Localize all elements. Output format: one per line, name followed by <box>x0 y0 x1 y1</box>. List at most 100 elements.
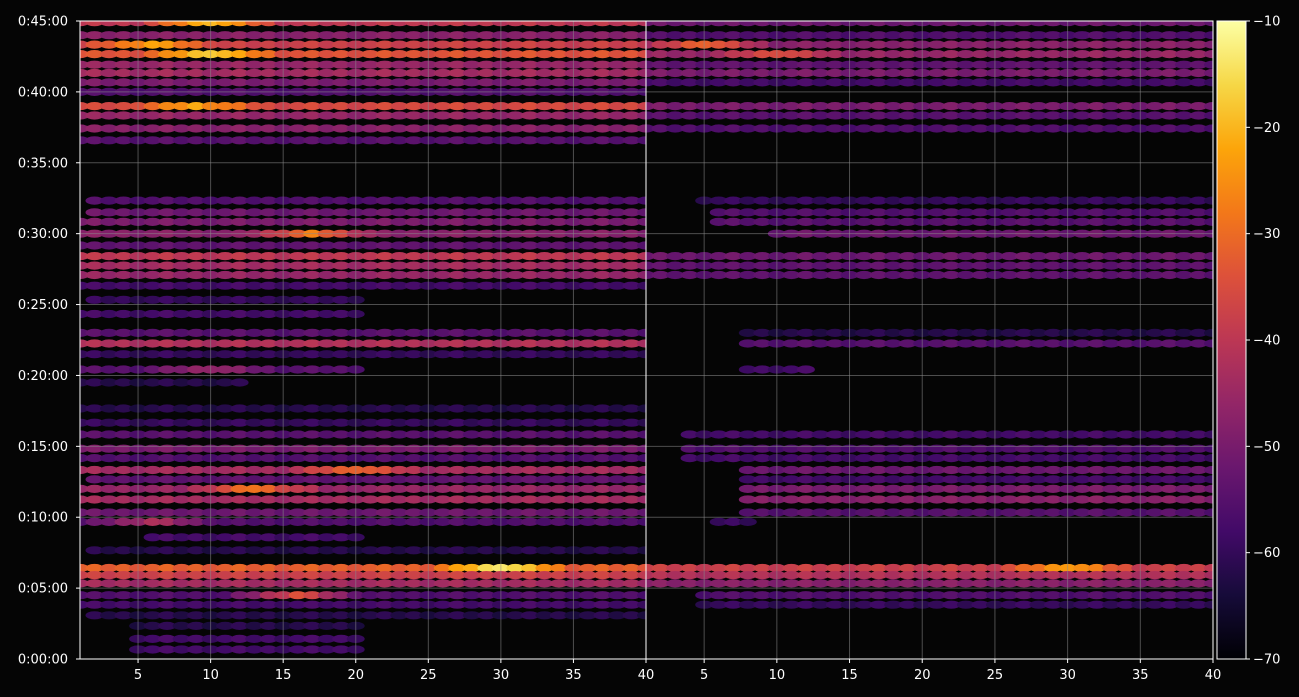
heatmap-cell <box>796 60 815 69</box>
heatmap-cell <box>158 430 177 439</box>
heatmap-cell <box>303 465 322 475</box>
heatmap-cell <box>637 495 646 504</box>
heatmap-cell <box>1116 475 1135 484</box>
heatmap-cell <box>216 21 235 27</box>
heatmap-cell <box>477 252 496 261</box>
heatmap-cell <box>259 124 278 133</box>
heatmap-cell <box>855 40 874 49</box>
heatmap-cell <box>622 328 641 337</box>
heatmap-cell <box>317 31 336 40</box>
heatmap-cell <box>826 484 844 493</box>
heatmap-cell <box>143 102 162 111</box>
heatmap-cell <box>578 78 597 87</box>
heatmap-cell <box>637 60 646 69</box>
heatmap-cell <box>332 196 351 205</box>
heatmap-cell <box>230 309 249 319</box>
heatmap-cell <box>1000 196 1019 205</box>
heatmap-cell <box>971 579 990 588</box>
heatmap-cell <box>1145 111 1164 120</box>
heatmap-cell <box>796 454 815 463</box>
heatmap-cell <box>390 418 409 427</box>
heatmap-cell <box>390 404 409 413</box>
heatmap-cell <box>855 111 874 120</box>
heatmap-cell <box>622 102 641 111</box>
heatmap-cell <box>216 404 235 413</box>
heatmap-cell <box>1160 217 1179 226</box>
heatmap-cell <box>622 475 641 484</box>
colorbar-tick-label: −30 <box>1253 227 1280 242</box>
heatmap-cell <box>303 611 322 620</box>
heatmap-cell <box>942 328 961 337</box>
heatmap-cell <box>462 508 481 517</box>
heatmap-cell <box>608 579 626 588</box>
heatmap-cell <box>216 571 235 580</box>
heatmap-cell <box>245 365 264 374</box>
heatmap-cell <box>869 217 888 226</box>
heatmap-cell <box>375 546 394 555</box>
heatmap-cell <box>158 270 177 280</box>
heatmap-cell <box>100 60 118 69</box>
heatmap-cell <box>361 339 380 348</box>
heatmap-cell <box>477 404 496 413</box>
heatmap-cell <box>259 328 278 337</box>
heatmap-cell <box>608 124 626 133</box>
heatmap-cell <box>245 339 264 348</box>
heatmap-cell <box>216 196 235 205</box>
heatmap-cell <box>288 136 307 145</box>
heatmap-cell <box>143 591 162 600</box>
heatmap-cell <box>1204 124 1213 133</box>
heatmap-cell <box>100 102 118 111</box>
heatmap-cell <box>361 241 380 250</box>
heatmap-cell <box>288 208 307 217</box>
heatmap-cell <box>332 111 351 120</box>
heatmap-cell <box>956 78 975 87</box>
heatmap-cell <box>462 252 481 261</box>
heatmap-cell <box>1174 124 1193 133</box>
heatmap-cell <box>1189 21 1208 27</box>
heatmap-cell <box>884 50 903 59</box>
heatmap-cell <box>1087 21 1106 27</box>
heatmap-cell <box>1116 430 1135 439</box>
heatmap-cell <box>593 418 612 427</box>
heatmap-cell <box>361 261 380 270</box>
heatmap-cell <box>1160 31 1179 40</box>
heatmap-cell <box>622 454 641 463</box>
heatmap-cell <box>259 270 278 280</box>
heatmap-cell <box>85 579 104 588</box>
heatmap-cell <box>578 430 597 439</box>
heatmap-cell <box>317 261 336 270</box>
heatmap-cell <box>855 50 874 59</box>
heatmap-cell <box>782 50 801 59</box>
heatmap-cell <box>1116 328 1135 337</box>
heatmap-cell <box>375 328 394 337</box>
heatmap-cell <box>216 60 235 69</box>
heatmap-cell <box>361 40 380 49</box>
heatmap-cell <box>245 217 264 226</box>
heatmap-cell <box>898 508 917 517</box>
heatmap-cell <box>245 102 264 111</box>
heatmap-cell <box>637 600 646 609</box>
heatmap-cell <box>738 217 757 226</box>
heatmap-cell <box>811 430 830 439</box>
heatmap-cell <box>622 261 641 270</box>
heatmap-cell <box>1000 111 1019 120</box>
heatmap-cell <box>317 430 336 439</box>
heatmap-cell <box>898 465 917 475</box>
heatmap-cell <box>578 611 597 620</box>
heatmap-cell <box>462 60 481 69</box>
heatmap-cell <box>332 430 351 439</box>
heatmap-cell <box>826 328 844 337</box>
heatmap-cell <box>390 31 409 40</box>
x-tick-label: 5 <box>700 668 708 683</box>
heatmap-cell <box>782 111 801 120</box>
heatmap-cell <box>114 78 133 87</box>
heatmap-cell <box>811 102 830 111</box>
heatmap-cell <box>622 40 641 49</box>
heatmap-cell <box>637 328 646 337</box>
heatmap-cell <box>187 508 206 517</box>
heatmap-cell <box>811 563 830 573</box>
heatmap-cell <box>811 475 830 484</box>
heatmap-cell <box>549 517 568 527</box>
heatmap-cell <box>1044 454 1063 463</box>
heatmap-cell <box>942 208 961 217</box>
